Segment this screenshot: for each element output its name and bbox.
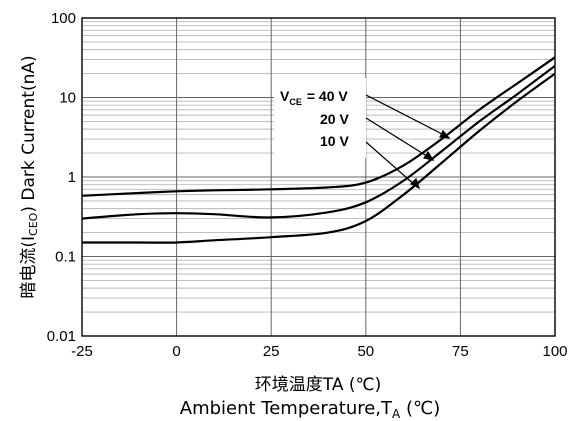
arrow-40v	[365, 94, 447, 137]
x-tick-label: 0	[172, 343, 180, 360]
x-tick-label: 50	[357, 343, 374, 360]
series-line-10v	[82, 72, 556, 244]
arrow-10v	[365, 141, 417, 187]
vce-label-40v: VCE = 40 V	[280, 88, 348, 107]
annotation-arrows	[365, 94, 451, 190]
arrow-head-40v	[439, 129, 451, 139]
series-curves	[81, 56, 556, 244]
x-axis-title-en: Ambient Temperature,TA (℃)	[180, 398, 440, 421]
plot-frame	[81, 17, 556, 337]
tick-labels: -25 0 25 50 75 100 100 10 1 0.1 0.01	[47, 10, 568, 360]
arrow-head-10v	[409, 177, 421, 190]
y-axis-title: 暗电流(ICEO) Dark Current(nA)	[19, 55, 40, 298]
annotation-panel	[274, 78, 366, 158]
vce-label-10v: 10 V	[320, 133, 349, 149]
series-line-40v	[81, 56, 556, 197]
x-tick-label: 100	[542, 343, 567, 360]
x-tick-label: -25	[71, 343, 93, 360]
x-axis-title-cn: 环境温度TA (℃)	[255, 375, 381, 395]
y-tick-label: 10	[59, 90, 76, 107]
vce-label-20v: 20 V	[320, 111, 349, 127]
arrow-head-20v	[423, 150, 435, 161]
y-tick-label: 1	[68, 169, 76, 186]
y-tick-label: 0.1	[55, 249, 76, 266]
y-tick-label: 0.01	[47, 328, 76, 345]
arrow-20v	[365, 117, 431, 159]
y-tick-label: 100	[51, 10, 76, 27]
x-tick-label: 75	[452, 343, 469, 360]
x-tick-label: 25	[263, 343, 280, 360]
series-line-20v	[81, 65, 556, 220]
